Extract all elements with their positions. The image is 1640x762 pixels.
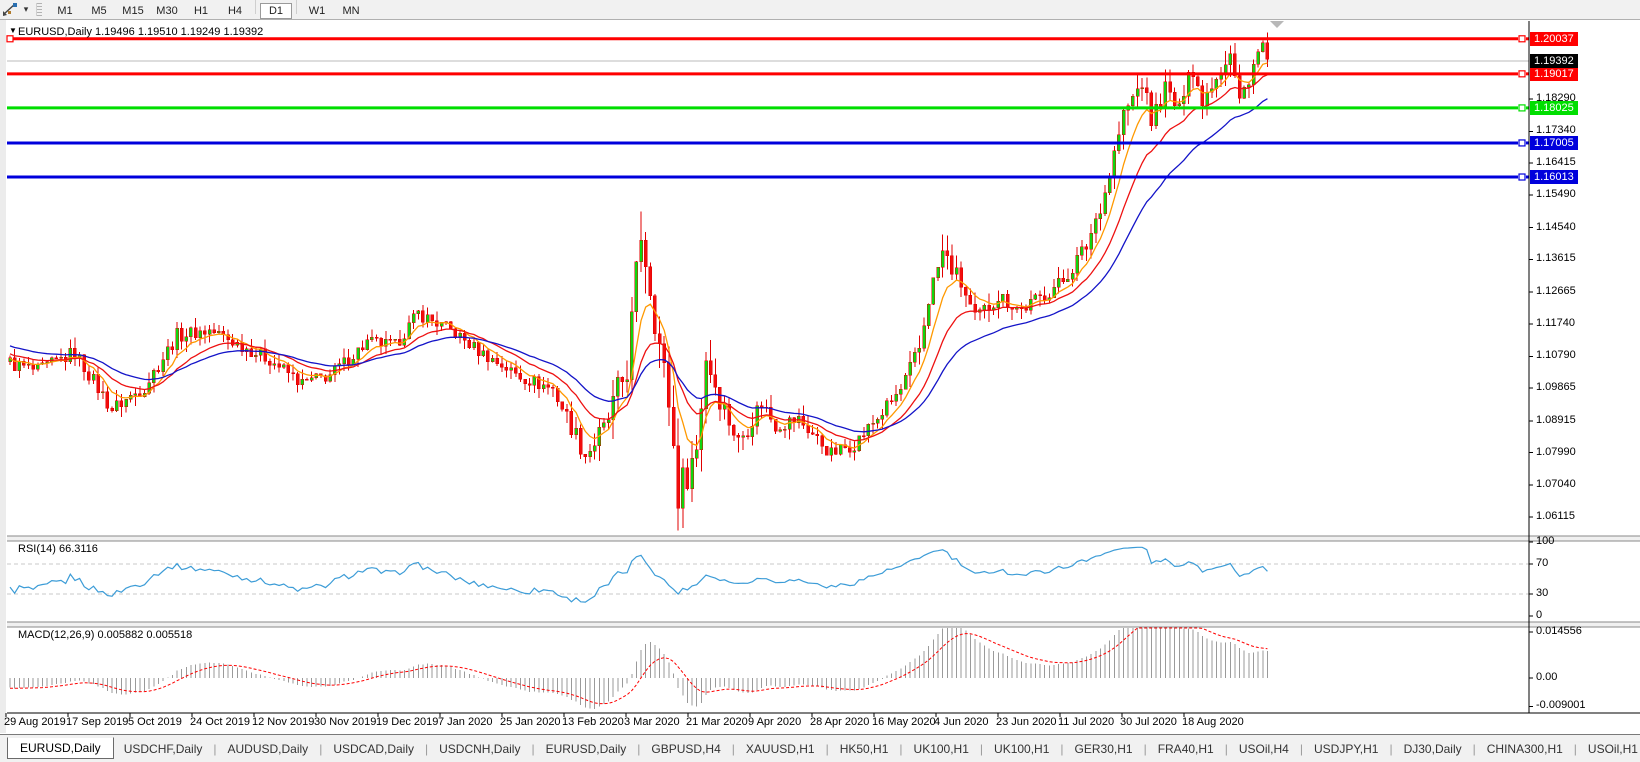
hline-handle-right[interactable] (1518, 35, 1526, 43)
ma-medium-line (9, 74, 1268, 442)
hline-handle-right[interactable] (1518, 173, 1526, 181)
symbol-tabbar: EURUSD,Daily USDCHF,Daily | AUDUSD,Daily | US… (0, 734, 1640, 762)
tab-separator: | (1299, 741, 1303, 756)
macd-histogram (9, 628, 1268, 709)
toolbar-dropdown-caret-icon[interactable]: ▾ (23, 4, 29, 14)
chart-shift-marker-icon[interactable] (1270, 21, 1284, 28)
tab-separator: | (531, 741, 535, 756)
tab-separator: | (1224, 741, 1228, 756)
macd-signal-line (10, 627, 1268, 705)
timeframe-button-m5[interactable]: M5 (91, 5, 107, 17)
tab-hk50-h1[interactable]: HK50,H1 (839, 741, 889, 756)
tab-separator: | (1143, 741, 1147, 756)
timeframe-button-m1[interactable]: M1 (57, 5, 73, 17)
hline-handle-left[interactable] (6, 35, 14, 43)
crosshair-tool-icon[interactable] (2, 2, 20, 17)
ma-fast-line (9, 62, 1268, 449)
toolbar-separator (296, 0, 297, 14)
timeframe-button-d1[interactable]: D1 (260, 3, 292, 19)
tab-uk100-h1[interactable]: UK100,H1 (913, 741, 969, 756)
timeframe-button-h1[interactable]: H1 (193, 5, 209, 17)
timeframe-button-m15[interactable]: M15 (122, 5, 144, 17)
tab-separator: | (213, 741, 217, 756)
timeframe-button-h4[interactable]: H4 (227, 5, 243, 17)
tab-separator: | (1472, 741, 1476, 756)
tab-separator: | (425, 741, 429, 756)
rsi-line (9, 546, 1268, 603)
candles-layer (8, 32, 1270, 531)
tab-separator: | (1060, 741, 1064, 756)
tab-separator: | (319, 741, 323, 756)
tab-separator: | (637, 741, 641, 756)
tab-usdcnh-daily[interactable]: USDCNH,Daily (439, 741, 521, 756)
hline-handle-right[interactable] (1518, 70, 1526, 78)
tab-separator: | (825, 741, 829, 756)
tab-usoil-h4[interactable]: USOil,H4 (1238, 741, 1289, 756)
ma-slow-line (9, 98, 1268, 433)
toolbar-grip[interactable] (36, 3, 42, 16)
toolbar-separator (255, 0, 256, 14)
tab-china300-h1[interactable]: CHINA300,H1 (1486, 741, 1563, 756)
tab-uk100-h1[interactable]: UK100,H1 (994, 741, 1050, 756)
tabs-host: EURUSD,Daily USDCHF,Daily | AUDUSD,Daily | US… (7, 737, 1640, 759)
top-toolbar: ▾ M1 M5 M15 M30 H1 H4 D1 W1 MN (0, 0, 1640, 20)
timeframe-button-m30[interactable]: M30 (156, 5, 178, 17)
tab-eurusd-daily[interactable]: EURUSD,Daily (545, 741, 627, 756)
tab-separator: | (979, 741, 984, 756)
tab-usdcad-daily[interactable]: USDCAD,Daily (333, 741, 414, 756)
timeframe-button-group: M1 M5 M15 M30 H1 H4 D1 W1 MN (48, 0, 368, 19)
tab-usdjpy-h1[interactable]: USDJPY,H1 (1313, 741, 1379, 756)
tab-separator: | (1389, 741, 1393, 756)
tab-usdchf-daily[interactable]: USDCHF,Daily (123, 741, 203, 756)
tab-fra40-h1[interactable]: FRA40,H1 (1157, 741, 1214, 756)
hline-handle-right[interactable] (1518, 139, 1526, 147)
hline-handle-right[interactable] (1518, 104, 1526, 112)
tab-ger30-h1[interactable]: GER30,H1 (1074, 741, 1133, 756)
timeframe-button-mn[interactable]: MN (342, 5, 360, 17)
tab-separator: | (731, 741, 735, 756)
timeframe-button-w1[interactable]: W1 (308, 5, 326, 17)
tab-gbpusd-h4[interactable]: GBPUSD,H4 (651, 741, 721, 756)
tab-separator: | (899, 741, 903, 756)
tab-audusd-daily[interactable]: AUDUSD,Daily (227, 741, 309, 756)
tab-dj30-daily[interactable]: DJ30,Daily (1403, 741, 1462, 756)
tab-xauusd-h1[interactable]: XAUUSD,H1 (745, 741, 815, 756)
tab-separator: | (1573, 741, 1577, 756)
tab-usoil-h1[interactable]: USOil,H1 (1587, 741, 1638, 756)
tab-eurusd-daily[interactable]: EURUSD,Daily (7, 737, 114, 759)
